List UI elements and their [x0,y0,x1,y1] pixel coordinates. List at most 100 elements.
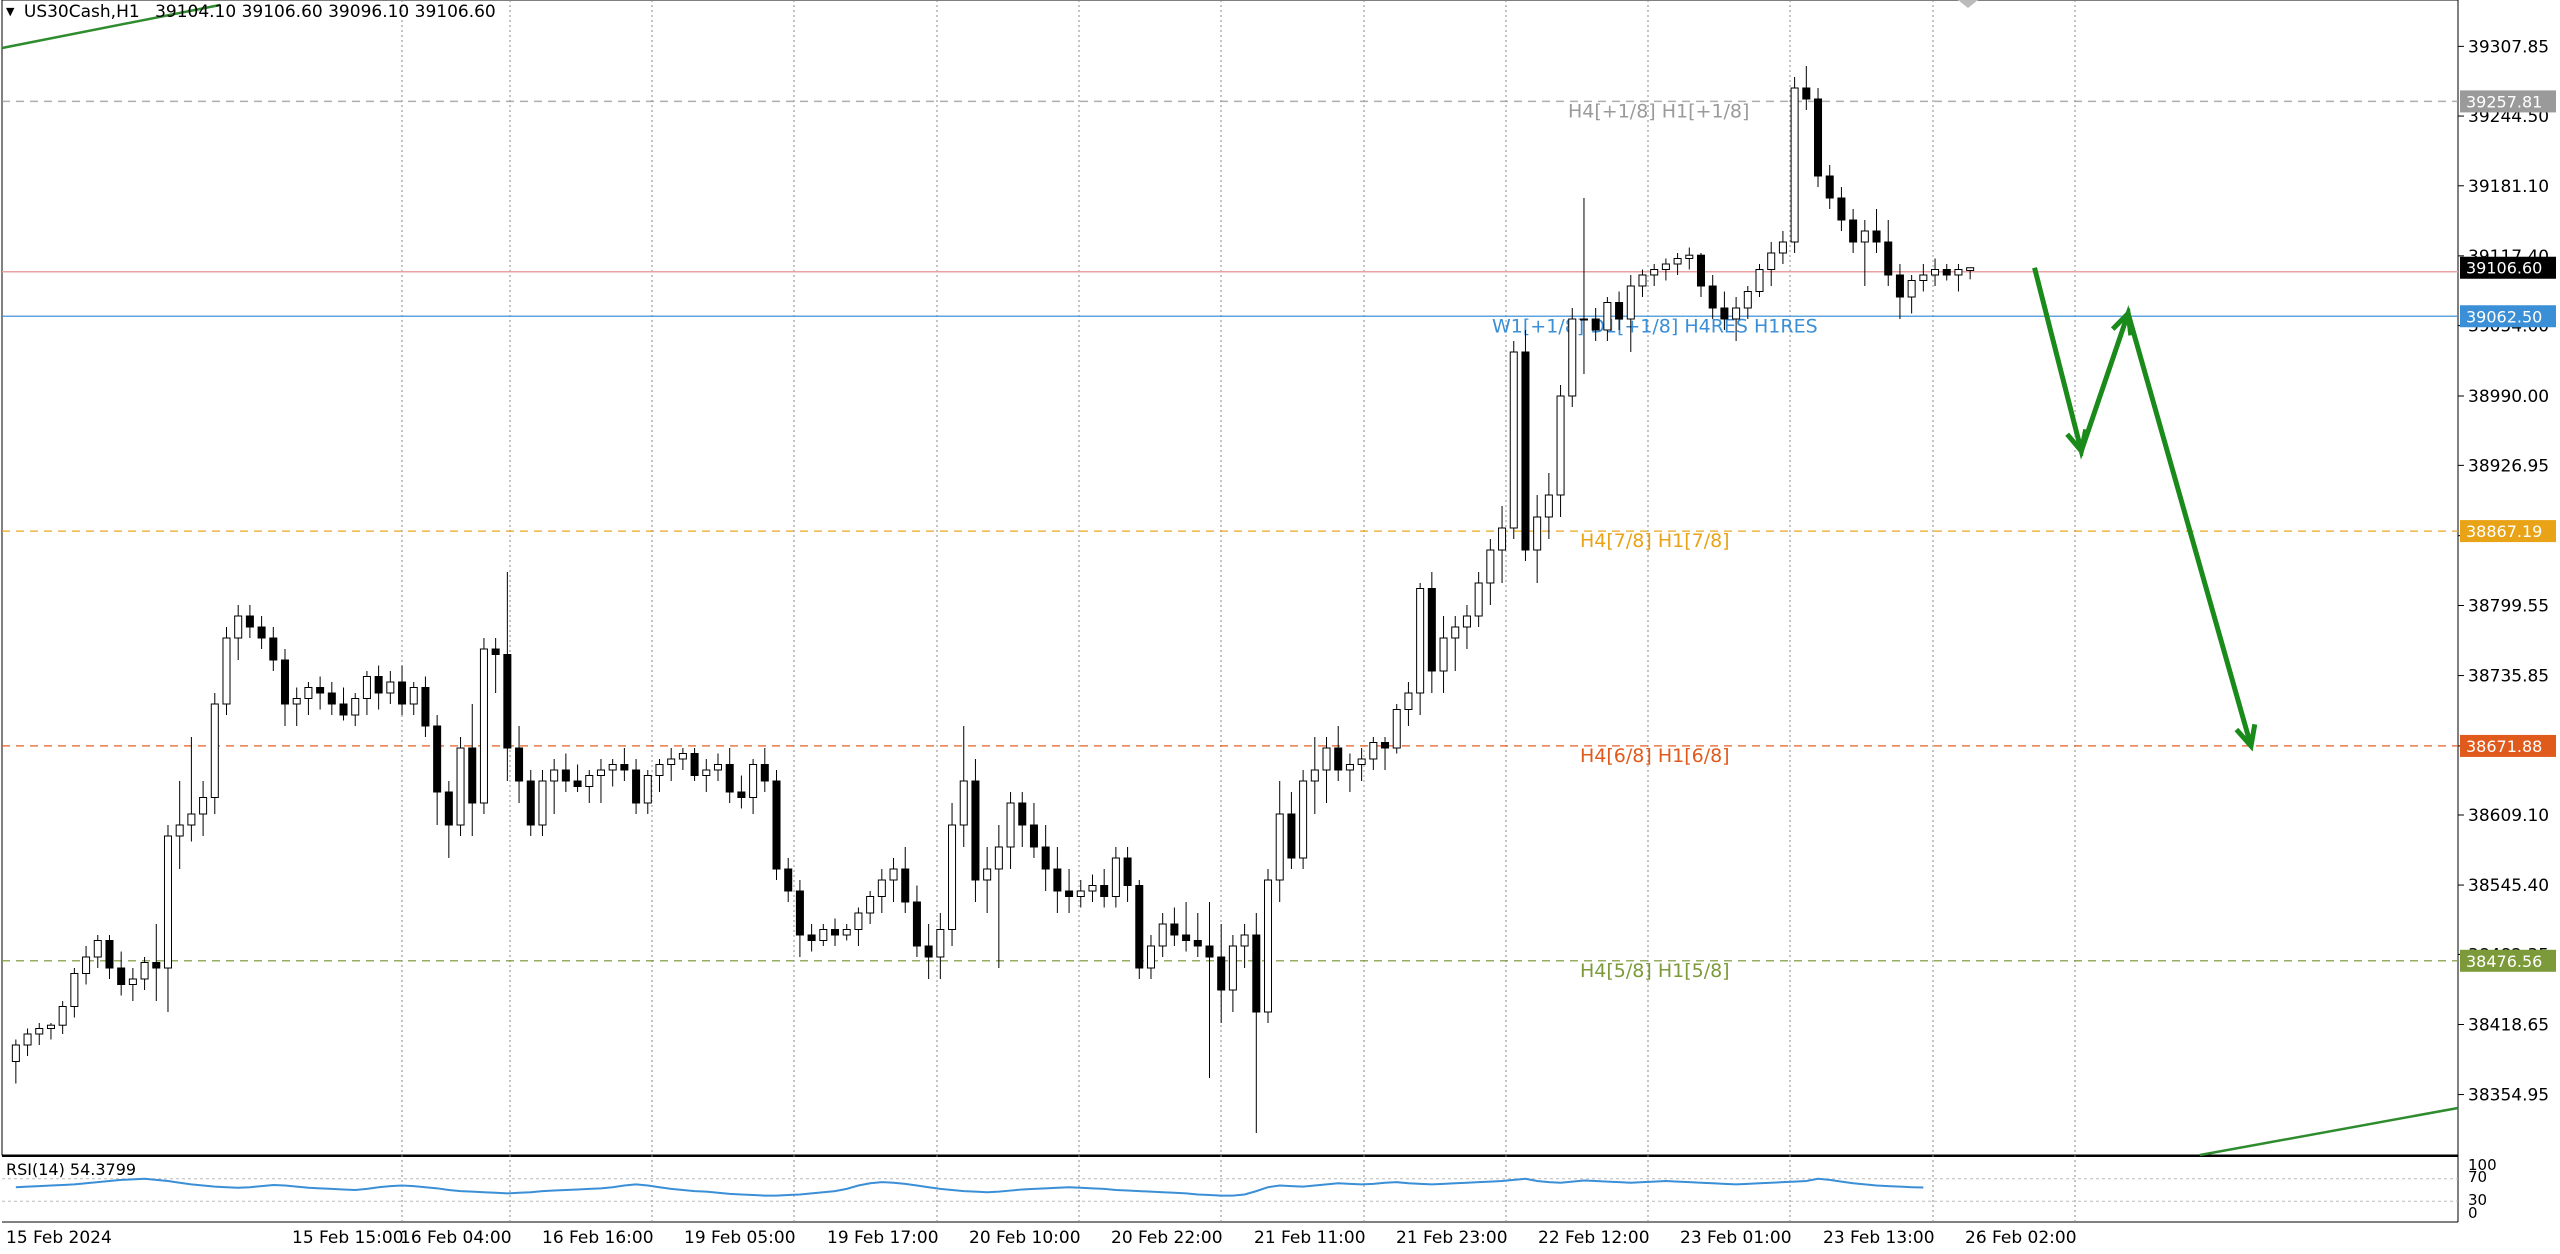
candle-body [1931,269,1940,276]
level-label: H4[7/8] H1[7/8] [1580,530,1730,552]
y-tick-label: 38609.10 [2468,806,2549,826]
x-tick-label: 19 Feb 05:00 [684,1228,796,1248]
candle-body [936,929,945,958]
y-tick-label: 39181.10 [2468,177,2549,197]
candle-body [175,824,184,837]
candle-body [1357,758,1366,765]
candle-body [1462,615,1471,628]
candle-body [1392,709,1401,749]
candle-body [1193,940,1202,947]
price-tag-label: 38476.56 [2466,952,2542,971]
x-tick-label: 15 Feb 2024 [6,1228,112,1248]
price-tag [2460,305,2556,328]
y-tick-label: 38735.85 [2468,667,2549,687]
candle-body [573,780,582,787]
candle-body [1591,318,1600,331]
rsi-label: RSI(14) 54.3799 [6,1160,137,1179]
candle-body [1088,885,1097,892]
candle-body [351,698,360,716]
candle-body [1299,780,1308,859]
price-tag-label: 38867.19 [2466,522,2542,541]
x-tick-label: 21 Feb 23:00 [1396,1228,1508,1248]
y-tick-label: 38990.00 [2468,387,2549,407]
candle-body [959,780,968,826]
trend-line-top [1,3,221,50]
candle-body [1170,923,1179,936]
candle-body [608,764,617,771]
candle-body [1825,175,1834,199]
candle-body [1544,494,1553,518]
candle-body [1146,945,1155,969]
candle-body [304,687,313,699]
candle-body [831,929,840,936]
candle-body [1814,98,1823,177]
candle-body [1029,824,1038,848]
candle-body [1673,258,1682,265]
rsi-scale-label: 70 [2468,1168,2487,1186]
candle-body [538,780,547,826]
candle-body [948,824,957,930]
candle-body [1018,802,1027,826]
candle-body [1158,923,1167,947]
candle-body [1720,307,1729,320]
candle-body [1579,318,1588,321]
price-tag [2460,520,2556,543]
candle-body [245,615,254,628]
candle-body [269,637,278,661]
candle-body [1907,280,1916,298]
candle-body [667,758,676,765]
candle-body [1872,230,1881,243]
candle-body [199,797,208,815]
x-tick-label: 16 Feb 16:00 [542,1228,654,1248]
price-tag [2460,949,2556,972]
candle-body [1228,945,1237,991]
candle-body [749,764,758,798]
candle-body [784,868,793,892]
candle-body [971,780,980,881]
x-tick-label: 23 Feb 13:00 [1823,1228,1935,1248]
candle-body [374,676,383,694]
candle-body [117,967,126,985]
rsi-line [15,1177,1924,1197]
level-label: W1[+1/8] D1[+1/8] H4RES H1RES [1492,315,1818,337]
candle-body [1919,274,1928,281]
candle-body [210,703,219,798]
candle-body [503,654,512,749]
candle-body [479,648,488,804]
x-tick-label: 20 Feb 22:00 [1111,1228,1223,1248]
candle-body [1533,516,1542,551]
candle-body [725,764,734,793]
candle-body [1217,956,1226,991]
candle-body [433,725,442,793]
candle-body [409,687,418,705]
candle-body [187,813,196,826]
candle-body [994,846,1003,870]
candle-body [1404,692,1413,710]
candle-body [1708,285,1717,309]
forecast-arrow [2032,267,2254,747]
candle-body [1439,637,1448,672]
candle-body [444,791,453,826]
candle-body [889,868,898,881]
candle-body [1252,934,1261,1013]
candle-body [82,956,91,974]
candle-body [257,626,266,639]
candle-body [1966,267,1975,271]
candle-body [421,687,430,727]
candle-body [1556,395,1565,496]
candle-body [1486,549,1495,584]
candle-body [140,962,149,980]
candle-body [643,775,652,804]
candle-body [1100,885,1109,897]
candle-body [128,978,137,985]
candle-body [1790,87,1799,243]
x-tick-label: 22 Feb 12:00 [1538,1228,1650,1248]
candle-body [772,780,781,870]
candle-body [678,753,687,760]
candle-body [632,769,641,804]
collapse-triangle-icon[interactable]: ▼ [6,5,15,18]
candle-body [924,945,933,958]
candle-body [854,912,863,930]
candle-body [1860,230,1869,243]
